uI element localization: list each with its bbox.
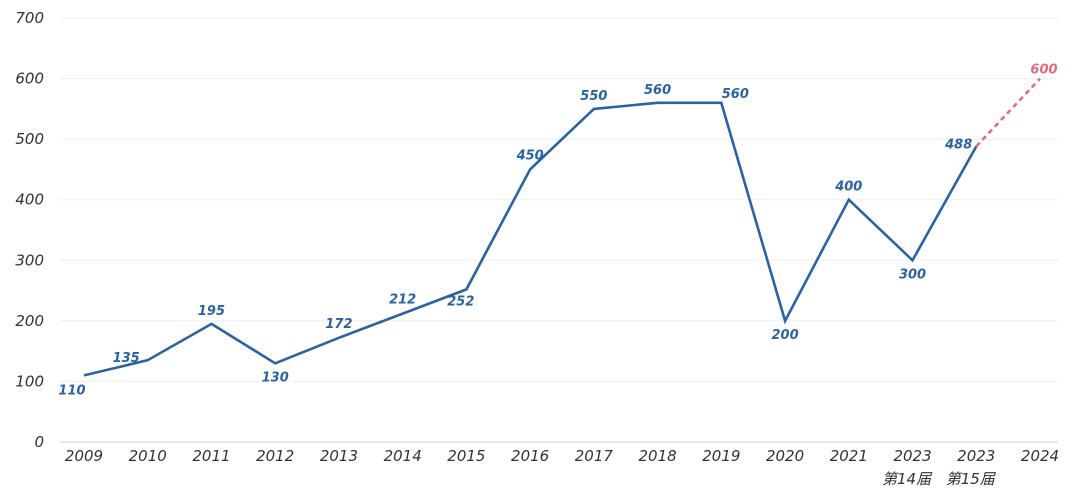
y-tick-label: 700 (15, 9, 44, 27)
x-axis-ticks: 2009 2010 2011 2012 2013 2014 2015 2016 2017 2018… (65, 447, 1059, 488)
series-line-0 (83, 101, 978, 377)
data-label: 450 (516, 148, 544, 163)
y-tick-label: 100 (15, 372, 44, 390)
y-tick-label: 200 (15, 312, 44, 330)
x-tick-sublabel: 第15届 (946, 470, 997, 488)
data-label: 130 (262, 370, 289, 385)
x-tick-label: 2016 (511, 447, 549, 465)
series-lines (83, 77, 1041, 377)
x-tick-label: 2013 (320, 447, 358, 465)
data-label: 252 (447, 294, 474, 309)
x-tick-label: 2009 (65, 447, 103, 465)
data-label: 172 (325, 317, 352, 332)
x-tick-label: 2019 (702, 447, 740, 465)
y-tick-label: 500 (15, 130, 44, 148)
data-label: 488 (944, 137, 972, 152)
y-tick-label: 600 (15, 70, 44, 88)
data-label: 110 (58, 383, 85, 398)
data-labels: 110 135 195 130 172 212 252 450 550 560 560 200 400 3… (58, 63, 1057, 399)
x-tick-label: 2015 (447, 447, 485, 465)
data-label: 135 (113, 351, 140, 366)
data-label: 212 (389, 293, 416, 308)
x-tick-label: 2023 (893, 447, 931, 465)
x-tick-label: 2023 (957, 447, 995, 465)
x-tick-label: 2012 (256, 447, 294, 465)
data-label: 400 (834, 180, 862, 195)
data-label: 600 (1030, 63, 1057, 78)
x-tick-label: 2018 (639, 447, 677, 465)
data-label: 550 (580, 89, 607, 104)
x-tick-label: 2011 (192, 447, 230, 465)
x-tick-label: 2020 (766, 447, 804, 465)
y-axis-ticks: 0 100 200 300 400 500 600 700 (15, 9, 44, 451)
series-line-1 (975, 77, 1041, 148)
y-tick-label: 300 (15, 251, 44, 269)
data-label: 300 (899, 267, 926, 282)
x-tick-label: 2010 (129, 447, 167, 465)
y-tick-label: 400 (15, 191, 44, 209)
data-label: 560 (722, 87, 749, 102)
data-label: 200 (771, 328, 798, 343)
y-tick-label: 0 (34, 433, 44, 451)
x-tick-label: 2021 (830, 447, 868, 465)
grid-lines (60, 17, 1058, 443)
data-label: 560 (644, 83, 671, 98)
x-tick-sublabel: 第14届 (882, 470, 933, 488)
x-tick-label: 2017 (575, 447, 614, 465)
data-label: 195 (198, 304, 225, 319)
x-tick-label: 2024 (1021, 447, 1059, 465)
x-tick-label: 2014 (384, 447, 422, 465)
